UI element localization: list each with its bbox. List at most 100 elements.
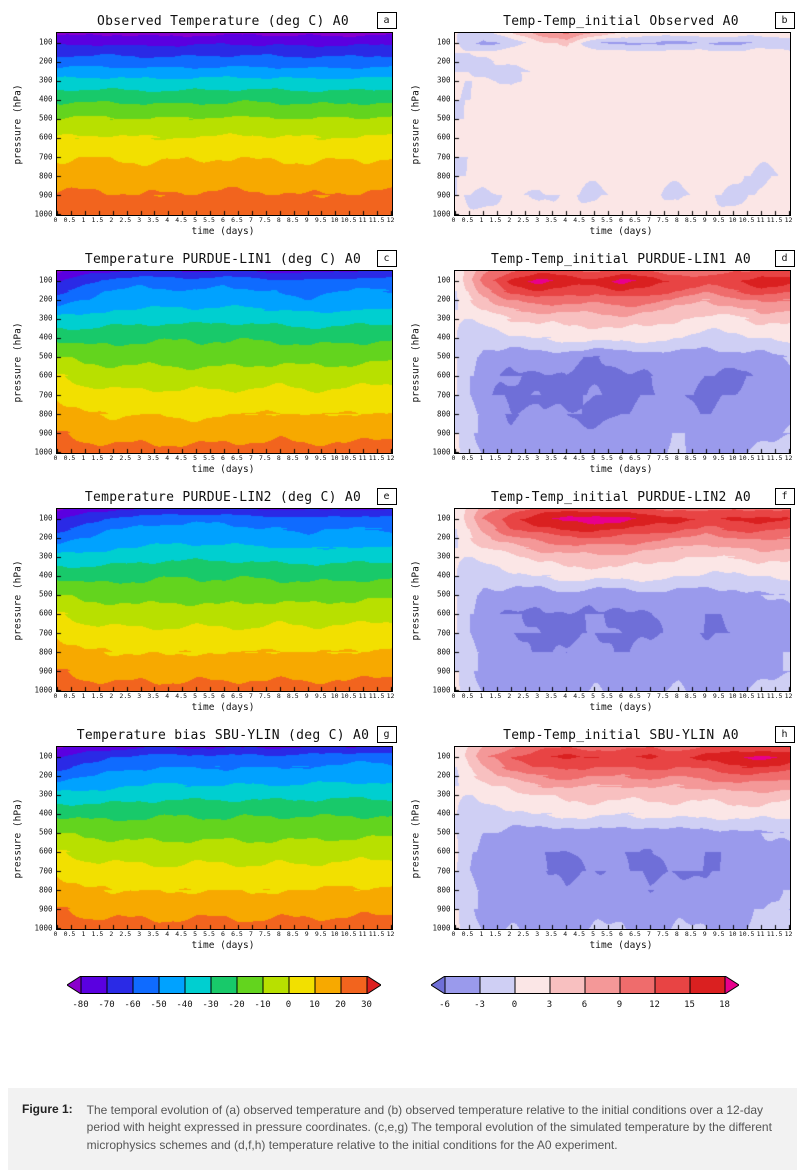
x-tick-label: 3 bbox=[137, 692, 142, 700]
x-axis-ticks: 0 0.5 1 1.5 2 2.5 3 3.5 4 4.5 5 5.5 6 6.5 7 7.5 8 8.5 9 9.5… bbox=[54, 454, 395, 464]
panel-letter-box: e bbox=[376, 488, 397, 505]
colorbar-tick-label: 3 bbox=[546, 1000, 553, 1010]
plot-area: b bbox=[453, 12, 795, 216]
x-tick-label: 9.5 bbox=[712, 692, 725, 700]
x-axis-ticks: 0 0.5 1 1.5 2 2.5 3 3.5 4 4.5 5 5.5 6 6.5 7 7.5 8 8.5 9 9.5… bbox=[452, 216, 793, 226]
x-tick-label: 7.5 bbox=[259, 930, 271, 938]
y-tick-label: 800 bbox=[38, 409, 53, 419]
x-tick-label: 0 bbox=[53, 692, 58, 700]
x-tick-label: 1.5 bbox=[489, 454, 502, 462]
x-tick-label: 8.5 bbox=[684, 930, 697, 938]
x-tick-label: 4 bbox=[563, 454, 568, 462]
x-tick-label: 12 bbox=[386, 454, 395, 462]
x-tick-label: 1 bbox=[81, 454, 86, 462]
y-axis-label: pressure (hPa) bbox=[411, 83, 423, 165]
y-axis-label: pressure (hPa) bbox=[13, 321, 25, 403]
x-tick-label: 9.5 bbox=[314, 454, 327, 462]
x-tick-label: 4.5 bbox=[573, 692, 585, 700]
x-tick-label: 8 bbox=[276, 454, 281, 462]
plot-area: h bbox=[453, 726, 795, 930]
y-tick-label: 700 bbox=[436, 628, 451, 638]
x-tick-label: 5.5 bbox=[601, 216, 613, 224]
y-tick-label: 800 bbox=[436, 409, 451, 419]
y-tick-label: 500 bbox=[436, 351, 451, 361]
panel-letter-box: h bbox=[774, 726, 795, 743]
x-tick-label: 5.5 bbox=[601, 454, 613, 462]
x-tick-label: 10 bbox=[728, 930, 737, 938]
figure-caption: Figure 1: The temporal evolution of (a) … bbox=[8, 1087, 797, 1170]
x-tick-label: 11.5 bbox=[766, 692, 783, 700]
x-tick-label: 7 bbox=[646, 216, 651, 224]
x-tick-label: 8.5 bbox=[286, 216, 299, 224]
panel-letter-box: g bbox=[376, 726, 397, 743]
y-tick-label: 500 bbox=[436, 113, 451, 123]
x-tick-label: 7.5 bbox=[657, 930, 669, 938]
panel-f: Temp-Temp_initial PURDUE-LIN2 A0 pressur… bbox=[410, 488, 795, 716]
y-tick-label: 900 bbox=[38, 666, 53, 676]
contour-plot-b bbox=[453, 32, 791, 216]
x-tick-label: 9 bbox=[702, 454, 707, 462]
y-tick-label: 600 bbox=[436, 608, 451, 618]
x-tick-label: 8.5 bbox=[684, 454, 697, 462]
x-tick-label: 9 bbox=[702, 692, 707, 700]
y-tick-label: 1000 bbox=[432, 447, 451, 457]
colorbar-tick-label: -10 bbox=[254, 1000, 271, 1010]
x-tick-label: 7.5 bbox=[657, 216, 669, 224]
plot-area: f bbox=[453, 488, 795, 692]
y-tick-label: 900 bbox=[38, 428, 53, 438]
x-tick-label: 2.5 bbox=[517, 930, 530, 938]
x-tick-label: 7 bbox=[646, 454, 651, 462]
colorbar-tick-label: 30 bbox=[361, 1000, 372, 1010]
y-tick-label: 400 bbox=[436, 94, 451, 104]
colorbar-tick-label: -70 bbox=[98, 1000, 115, 1010]
y-tick-label: 700 bbox=[436, 390, 451, 400]
panel-a: Observed Temperature (deg C) A0 pressure… bbox=[12, 12, 397, 240]
x-tick-label: 3 bbox=[137, 930, 142, 938]
x-tick-label: 9 bbox=[702, 216, 707, 224]
x-tick-label: 5 bbox=[193, 454, 198, 462]
x-tick-label: 8 bbox=[276, 216, 281, 224]
y-tick-label: 300 bbox=[38, 551, 53, 561]
x-tick-label: 0.5 bbox=[461, 216, 474, 224]
x-tick-label: 5 bbox=[193, 930, 198, 938]
x-tick-label: 5 bbox=[591, 692, 596, 700]
x-tick-label: 0.5 bbox=[461, 454, 474, 462]
colorbar-tick-label: 6 bbox=[581, 1000, 588, 1010]
y-tick-label: 800 bbox=[436, 885, 451, 895]
x-tick-label: 9 bbox=[304, 930, 309, 938]
contour-plot-a bbox=[55, 32, 393, 216]
y-tick-label: 300 bbox=[436, 75, 451, 85]
colorbar-tick-label: 0 bbox=[285, 1000, 292, 1010]
y-tick-label: 200 bbox=[38, 770, 53, 780]
y-tick-label: 1000 bbox=[34, 447, 53, 457]
x-tick-label: 4 bbox=[165, 692, 170, 700]
x-tick-label: 9.5 bbox=[712, 216, 725, 224]
colorbar-tick-label: -3 bbox=[474, 1000, 485, 1010]
x-tick-label: 5.5 bbox=[203, 930, 215, 938]
x-tick-label: 6.5 bbox=[231, 454, 243, 462]
y-tick-label: 500 bbox=[38, 113, 53, 123]
colorbar-svg bbox=[65, 975, 382, 995]
colorbar-tick-label: 15 bbox=[684, 1000, 695, 1010]
y-tick-label: 200 bbox=[436, 294, 451, 304]
x-tick-label: 7 bbox=[248, 692, 253, 700]
y-tick-label: 400 bbox=[38, 808, 53, 818]
x-tick-label: 8 bbox=[674, 454, 679, 462]
x-tick-label: 11 bbox=[756, 216, 765, 224]
panel-b: Temp-Temp_initial Observed A0 pressure (… bbox=[410, 12, 795, 240]
y-tick-label: 700 bbox=[436, 866, 451, 876]
figure-row-4: Temperature bias SBU-YLIN (deg C) A0 pre… bbox=[8, 726, 797, 954]
x-tick-label: 3.5 bbox=[147, 216, 160, 224]
x-tick-label: 3.5 bbox=[545, 692, 558, 700]
x-tick-label: 10 bbox=[330, 454, 339, 462]
x-tick-label: 10 bbox=[728, 692, 737, 700]
y-tick-label: 300 bbox=[38, 789, 53, 799]
y-tick-label: 1000 bbox=[34, 209, 53, 219]
x-tick-label: 10.5 bbox=[340, 692, 357, 700]
panel-letter-box: f bbox=[774, 488, 795, 505]
y-axis-label: pressure (hPa) bbox=[13, 559, 25, 641]
x-tick-label: 2.5 bbox=[517, 454, 530, 462]
panel-title: Temp-Temp_initial SBU-YLIN A0 bbox=[503, 728, 739, 743]
x-tick-label: 0 bbox=[451, 930, 456, 938]
x-tick-label: 1 bbox=[479, 216, 484, 224]
